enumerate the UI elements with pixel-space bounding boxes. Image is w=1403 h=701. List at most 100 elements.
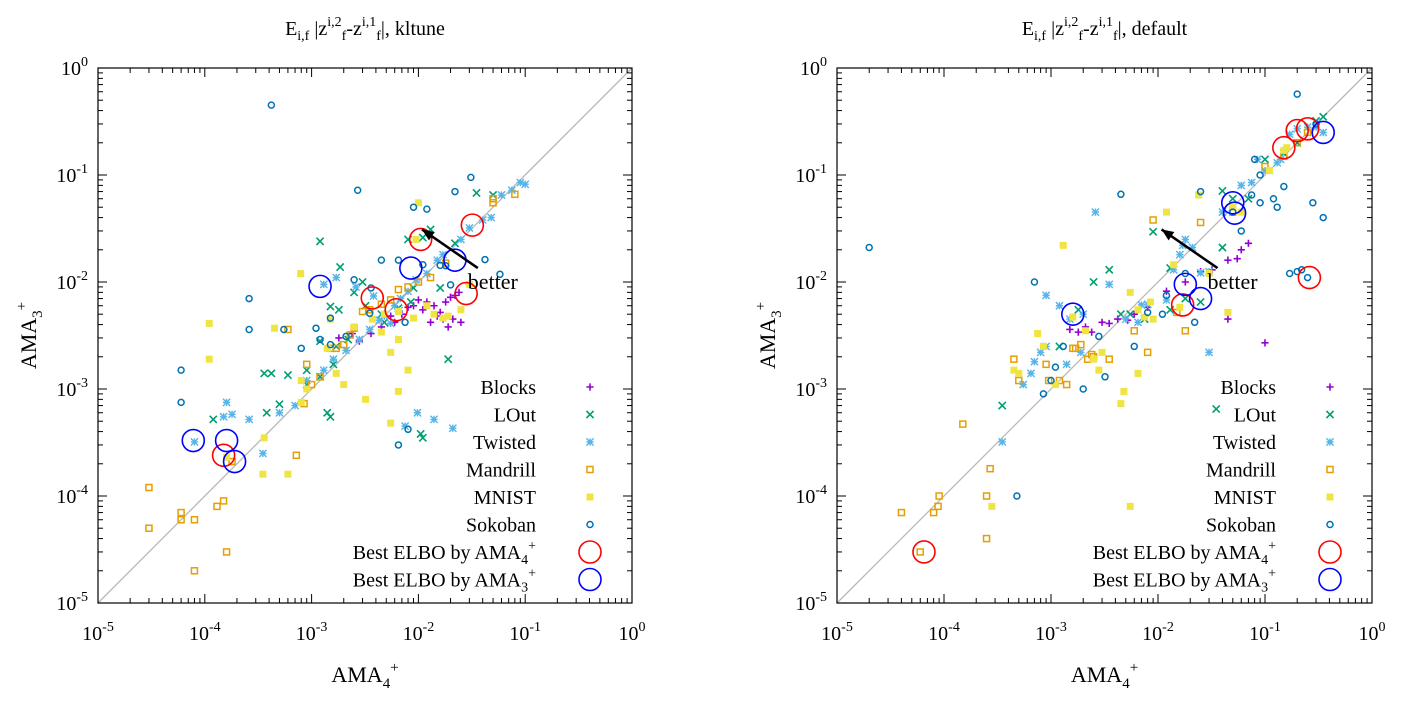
legend-marker — [1326, 520, 1334, 529]
highlight-circle-red — [1170, 293, 1195, 317]
series-sokoban — [177, 101, 504, 449]
data-point-lout — [1148, 227, 1158, 236]
data-point-mnist — [1134, 369, 1142, 377]
highlight-circle-blue — [1220, 190, 1245, 215]
data-point-sokoban — [1319, 213, 1327, 222]
highlight-circle-red — [1297, 265, 1322, 290]
series-sokoban — [865, 90, 1327, 500]
data-point-sokoban — [1247, 191, 1256, 199]
data-point-sokoban — [1285, 269, 1294, 278]
data-point-mandrill — [1055, 376, 1064, 385]
right-plot: 10-5 10-4 10-3 10-2 10-1 100 10-5 10-4 10-3 10-2 1… — [753, 15, 1386, 692]
diagonal-reference-line — [836, 67, 1373, 604]
data-point-twisted — [365, 325, 374, 334]
data-point-twisted — [998, 437, 1007, 447]
data-point-twisted — [329, 355, 338, 364]
data-point-sokoban — [177, 366, 185, 374]
y-tick-label: 10-3 — [56, 376, 88, 401]
legend-label: Mandrill — [1206, 460, 1276, 482]
data-point-twisted — [1196, 268, 1205, 277]
legend-marker — [585, 437, 595, 447]
annotation-better: better — [468, 269, 519, 294]
data-point-twisted — [507, 186, 516, 195]
data-point-mandrill — [307, 380, 316, 389]
data-point-blocks — [442, 298, 450, 306]
x-tick-label: 10-5 — [82, 620, 114, 645]
data-point-mandrill — [1044, 376, 1053, 385]
data-point-mandrill — [190, 515, 199, 524]
data-point-sokoban — [496, 270, 504, 279]
highlight-circle-blue — [1188, 286, 1213, 311]
data-point-twisted — [433, 256, 442, 265]
data-point-blocks — [1074, 328, 1082, 336]
data-point-twisted — [190, 437, 199, 447]
data-point-lout — [326, 302, 335, 311]
data-point-mnist — [332, 369, 340, 377]
x-tick-label: 10-1 — [1249, 620, 1281, 645]
legend-marker — [1318, 540, 1342, 564]
data-point-sokoban — [326, 314, 335, 322]
data-point-lout — [472, 188, 481, 198]
data-point-sokoban — [1030, 278, 1039, 286]
data-point-mnist — [404, 366, 412, 374]
data-point-lout — [406, 297, 416, 307]
data-point-sokoban — [1051, 363, 1060, 371]
data-point-twisted — [290, 401, 300, 410]
data-point-lout — [1218, 243, 1227, 252]
data-point-twisted — [390, 301, 399, 310]
data-point-sokoban — [419, 260, 427, 269]
legend-label: MNIST — [474, 487, 536, 509]
data-point-twisted — [1260, 166, 1270, 175]
data-point-mnist — [439, 314, 447, 322]
data-point-twisted — [1036, 348, 1045, 357]
data-point-sokoban — [865, 243, 873, 252]
data-point-mandrill — [222, 548, 231, 556]
data-point-twisted — [1062, 360, 1071, 369]
data-point-sokoban — [342, 332, 350, 341]
data-point-lout — [450, 239, 460, 248]
data-point-twisted — [1105, 280, 1114, 289]
legend-label: Best ELBO by AMA3+ — [353, 567, 536, 596]
left-plot: 10-5 10-4 10-3 10-2 10-1 100 10-5 10-4 10-3 10-2 1… — [14, 15, 646, 692]
x-tick-label: 10-3 — [1035, 620, 1067, 645]
series-lout — [209, 188, 498, 442]
data-point-twisted — [438, 250, 448, 259]
data-point-sokoban — [1196, 187, 1205, 196]
data-point-twisted — [1169, 265, 1178, 274]
series-twisted — [998, 123, 1328, 447]
data-point-mandrill — [1015, 376, 1023, 385]
data-point-blocks — [426, 318, 435, 326]
data-point-twisted — [487, 213, 496, 222]
highlight-circle-red — [1295, 117, 1320, 141]
data-point-mnist — [205, 319, 213, 327]
data-point-twisted — [521, 180, 530, 189]
data-point-mandrill — [394, 285, 403, 294]
data-point-blocks — [1130, 310, 1138, 318]
highlight-circle-red — [460, 213, 485, 237]
data-point-sokoban — [1101, 373, 1109, 381]
y-axis-label: AMA3+ — [753, 302, 785, 369]
data-point-sokoban — [1297, 266, 1306, 274]
x-axis-label: AMA4+ — [1071, 660, 1138, 692]
legend-label: Best ELBO by AMA4+ — [1093, 539, 1276, 568]
data-point-sokoban — [1256, 171, 1264, 179]
data-point-twisted — [222, 398, 231, 407]
data-point-mnist — [1141, 313, 1149, 321]
data-point-mandrill — [332, 344, 340, 353]
data-point-mandrill — [358, 307, 367, 316]
data-point-mnist — [394, 387, 402, 395]
data-point-mandrill — [219, 497, 228, 505]
data-point-mandrill — [1181, 327, 1190, 335]
data-point-mnist — [988, 502, 996, 510]
legend-label: Mandrill — [466, 460, 536, 482]
data-point-twisted — [355, 335, 364, 344]
data-point-mnist — [205, 355, 213, 363]
legend-item: Best ELBO by AMA4+ — [353, 539, 602, 568]
x-tick-label: 10-5 — [821, 620, 853, 645]
series-mandrill — [145, 190, 519, 575]
data-point-lout — [209, 415, 218, 424]
data-point-lout — [1181, 294, 1190, 303]
y-tick-label: 100 — [800, 55, 827, 80]
data-point-twisted — [1133, 318, 1143, 327]
plot-frame — [97, 67, 633, 604]
